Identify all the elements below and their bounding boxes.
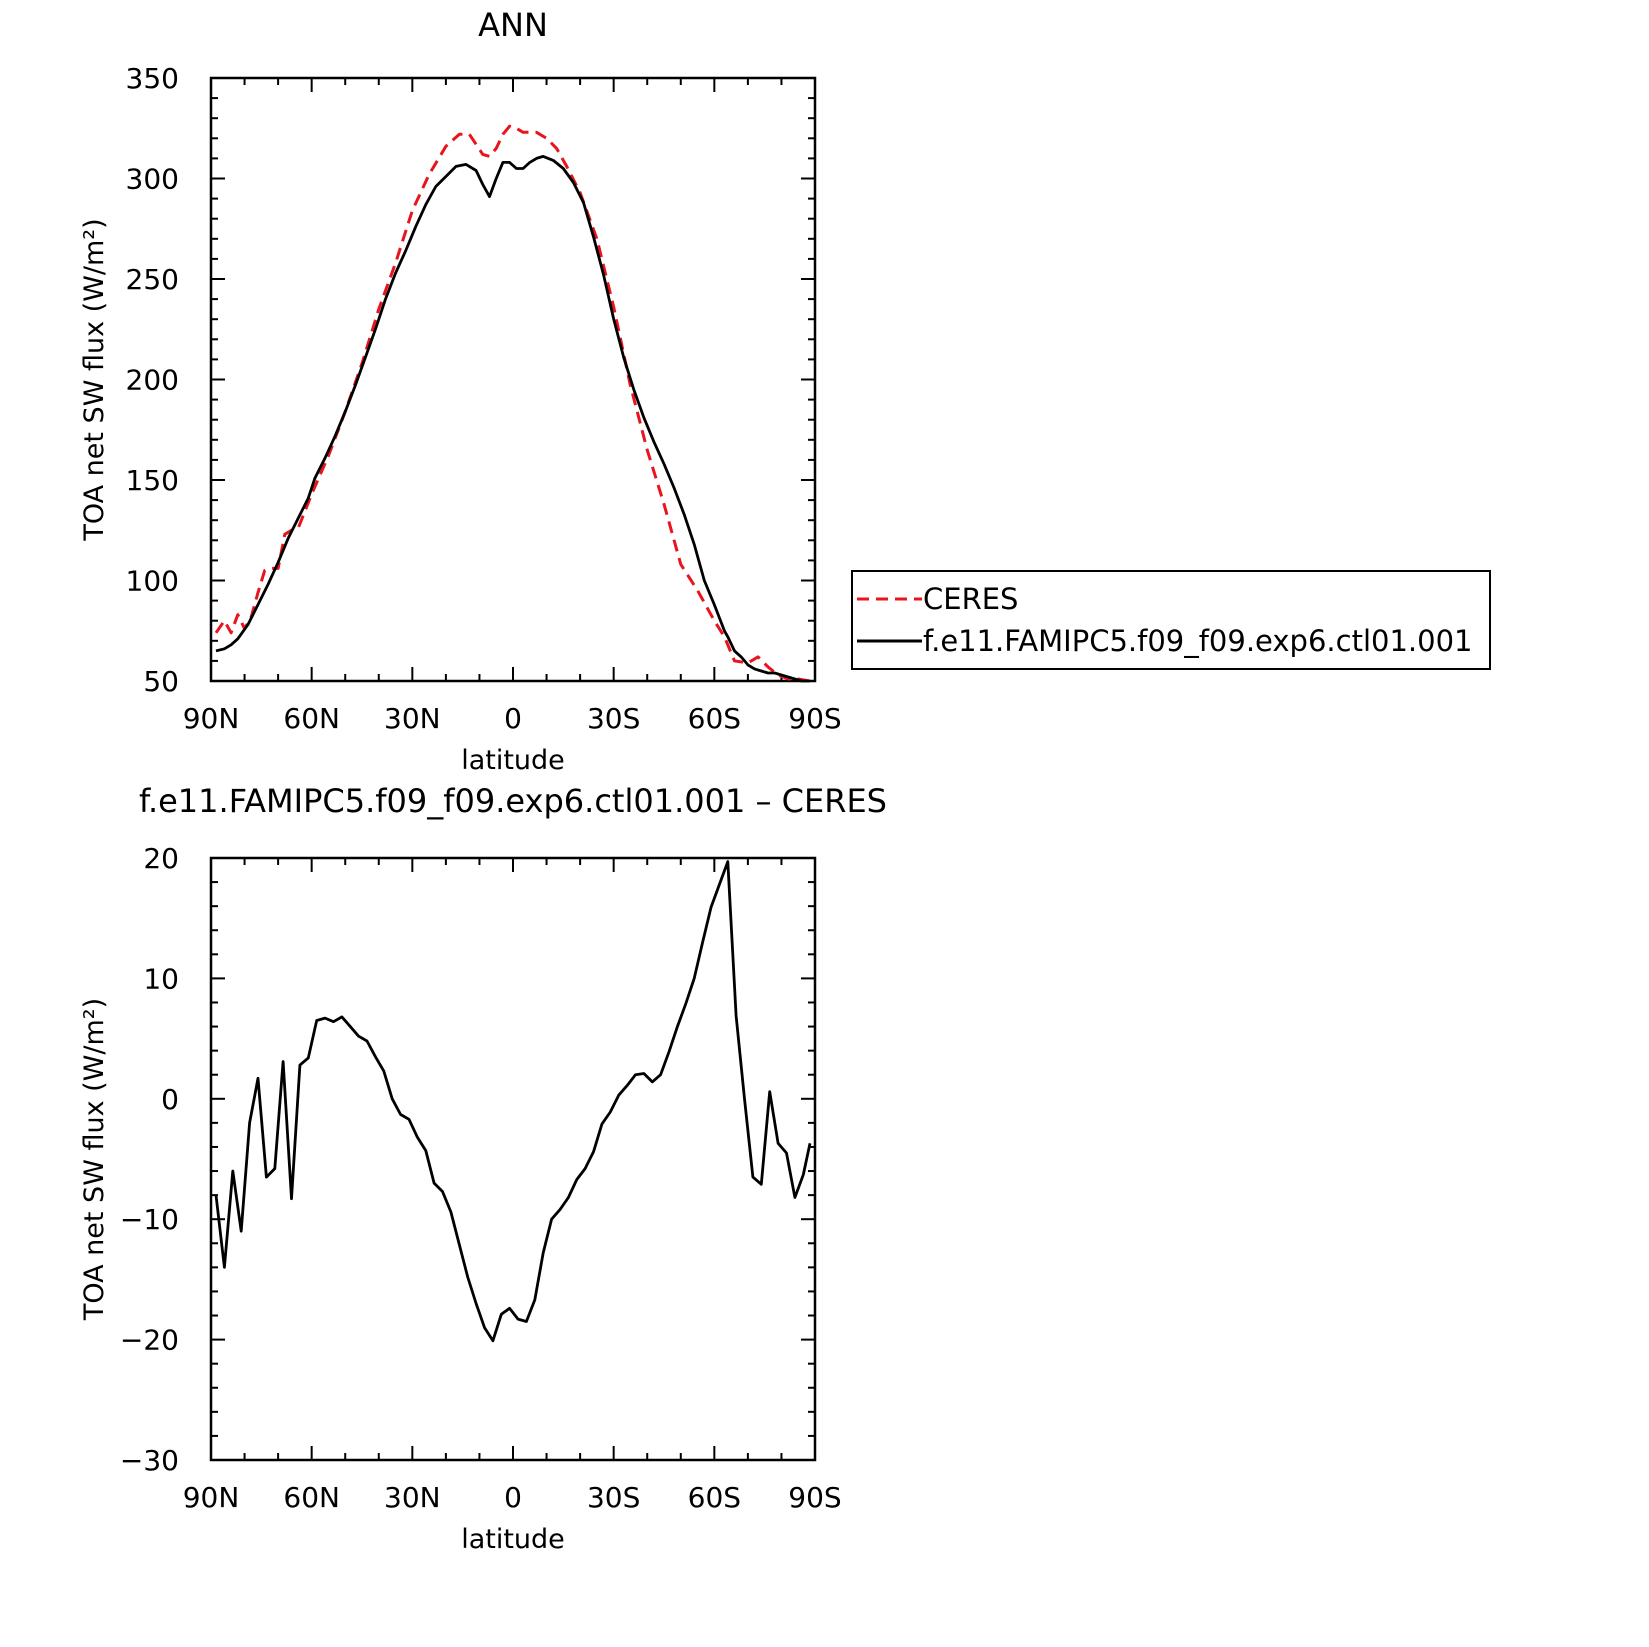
legend: CERES f.e11.FAMIPC5.f09_f09.exp6.ctl01.00…: [851, 570, 1491, 670]
x-tick-label: 60S: [688, 1481, 741, 1514]
x-axis-label: latitude: [461, 1524, 565, 1555]
x-tick-label: 30N: [384, 1481, 441, 1514]
x-axis-label: latitude: [461, 745, 565, 776]
series-line-f-e11-famipc5-f09-f09-exp6-ctl01-001: [215, 154, 810, 683]
y-tick-label: 200: [126, 364, 179, 397]
x-tick-label: 30S: [587, 1481, 640, 1514]
legend-box: [851, 570, 1491, 670]
y-tick-label: 0: [161, 1083, 179, 1116]
series-line-ceres: [214, 124, 811, 683]
x-tick-label: 60S: [688, 702, 741, 735]
plot-frame: [209, 856, 817, 1462]
bottom-panel: f.e11.FAMIPC5.f09_f09.exp6.ctl01.001 – C…: [79, 782, 887, 1555]
x-tick-label: 60N: [283, 1481, 340, 1514]
x-tick-label: 0: [504, 702, 522, 735]
x-tick-label: 60N: [283, 702, 340, 735]
chart-title: ANN: [478, 6, 548, 44]
x-tick-label: 0: [504, 1481, 522, 1514]
chart-title: f.e11.FAMIPC5.f09_f09.exp6.ctl01.001 – C…: [139, 782, 887, 820]
x-tick-label: 90N: [183, 1481, 240, 1514]
y-tick-label: −30: [120, 1444, 179, 1477]
x-tick-label: 30N: [384, 702, 441, 735]
y-tick-label: 300: [126, 163, 179, 196]
y-tick-label: 20: [143, 842, 179, 875]
x-tick-label: 30S: [587, 702, 640, 735]
legend-label: f.e11.FAMIPC5.f09_f09.exp6.ctl01.001: [923, 624, 1472, 658]
series-line-difference: [214, 860, 812, 1343]
y-tick-label: 10: [143, 962, 179, 995]
plot-frame: [209, 76, 817, 683]
y-tick-label: 100: [126, 565, 179, 598]
y-tick-label: 250: [126, 263, 179, 296]
y-tick-label: −10: [120, 1203, 179, 1236]
legend-label: CERES: [923, 582, 1018, 616]
x-tick-label: 90S: [788, 1481, 841, 1514]
y-tick-label: −20: [120, 1324, 179, 1357]
top-panel: ANN 90N 60N 30N 0 30S 60S 90S 50 100 150 200 250 300 3…: [79, 6, 842, 776]
x-tick-label: 90S: [788, 702, 841, 735]
y-tick-label: 50: [143, 665, 179, 698]
y-axis-label: TOA net SW flux (W/m²): [79, 218, 110, 541]
x-tick-label: 90N: [183, 702, 240, 735]
y-tick-label: 150: [126, 464, 179, 497]
y-tick-label: 350: [126, 62, 179, 95]
y-axis-label: TOA net SW flux (W/m²): [79, 998, 110, 1321]
